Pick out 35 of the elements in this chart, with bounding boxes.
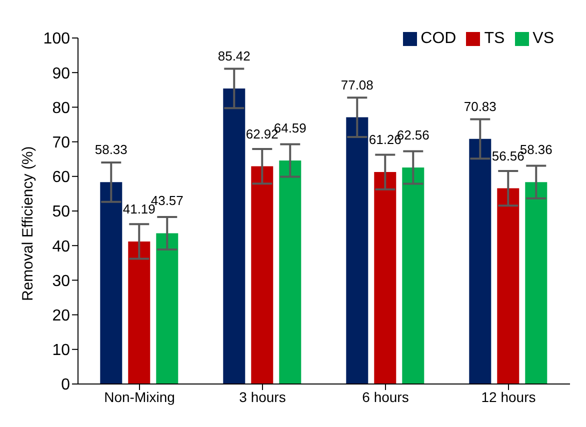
data-label: 58.33 <box>94 142 128 158</box>
x-tick-label: 12 hours <box>481 388 536 405</box>
bar <box>469 138 492 384</box>
y-tick-label: 10 <box>52 342 70 360</box>
x-tick-label: 3 hours <box>239 388 286 405</box>
bar <box>251 166 274 384</box>
y-tick-label: 90 <box>52 65 70 82</box>
y-tick-label: 50 <box>52 204 70 221</box>
y-tick-label: 100 <box>43 30 70 48</box>
x-tick-label: Non-Mixing <box>104 388 175 405</box>
data-label: 85.42 <box>218 48 250 64</box>
bar <box>279 160 302 384</box>
y-tick-label: 60 <box>52 169 70 186</box>
bar <box>525 182 548 384</box>
bar <box>374 172 396 384</box>
y-tick-label: 20 <box>52 307 70 324</box>
bar <box>223 88 246 384</box>
x-tick-label: 6 hours <box>362 388 409 405</box>
bar <box>497 188 520 384</box>
y-tick-label: 70 <box>52 134 70 152</box>
legend-label: VS <box>532 30 554 47</box>
bar <box>346 117 368 384</box>
y-axis-title: Removal Efficiency (%) <box>19 146 36 301</box>
y-tick-label: 30 <box>52 272 70 290</box>
bar <box>128 241 150 384</box>
bar <box>402 168 424 384</box>
data-label: 70.83 <box>464 98 496 114</box>
y-tick-label: 80 <box>52 100 70 117</box>
bar <box>100 182 122 384</box>
y-tick-label: 40 <box>52 238 70 256</box>
legend-label: COD <box>420 30 456 47</box>
data-label: 77.08 <box>340 77 374 92</box>
bar <box>156 233 178 384</box>
y-tick-label: 0 <box>61 376 70 394</box>
legend-label: TS <box>484 30 505 47</box>
